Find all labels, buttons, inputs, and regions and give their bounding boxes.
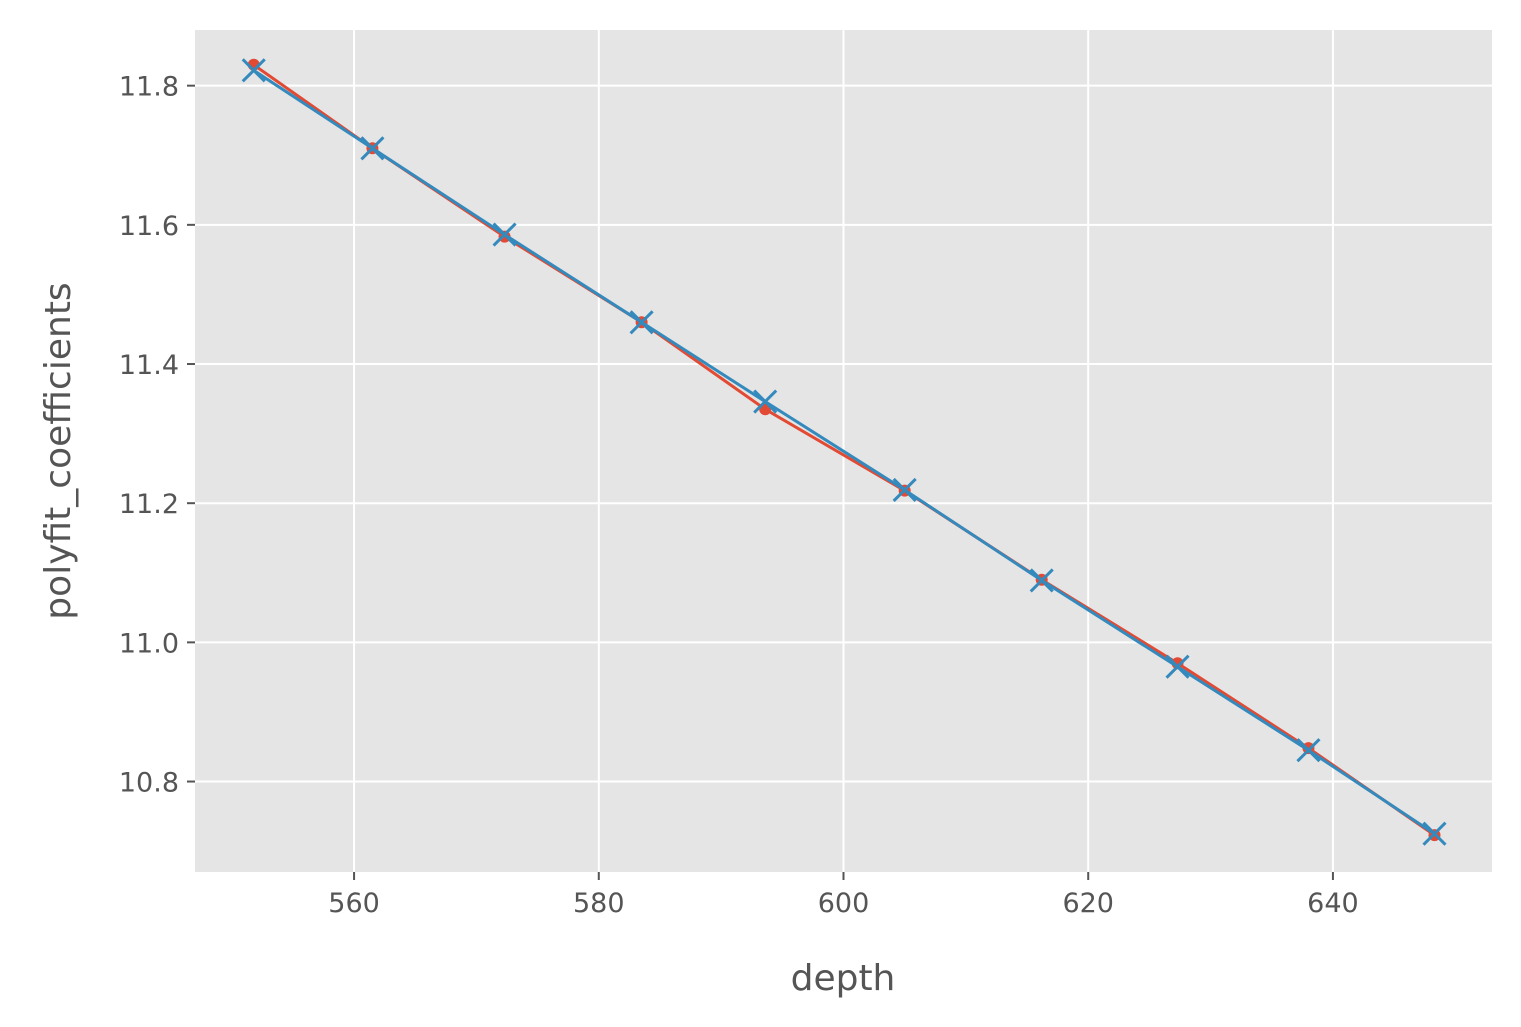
y-tick-label: 11.2 — [119, 489, 179, 520]
series-group — [241, 58, 1447, 846]
y-tick-label: 10.8 — [119, 768, 179, 799]
series-2-point — [1029, 568, 1054, 593]
series-2-point — [1296, 738, 1321, 763]
series-2-point — [753, 389, 778, 414]
x-tick-label: 600 — [818, 888, 870, 919]
series-2-point — [492, 222, 517, 247]
x-axis-label: depth — [791, 958, 896, 999]
y-tick-label: 11.0 — [119, 628, 179, 659]
x-tick-label: 560 — [328, 888, 380, 919]
series-2-point — [629, 310, 654, 335]
ticks: 560 580 600 620 640 10.8 11.0 11.2 11.4 11.6 11.8 — [119, 72, 1359, 919]
series-2-point — [1422, 821, 1447, 846]
series-2-point — [1165, 654, 1190, 679]
y-axis-label: polyfit_coefficients — [38, 282, 79, 619]
x-tick-label: 580 — [573, 888, 625, 919]
x-tick-label: 620 — [1062, 888, 1114, 919]
series-2-point — [892, 477, 917, 503]
y-tick-label: 11.8 — [119, 72, 179, 103]
series-2-line — [252, 69, 1436, 835]
y-tick-label: 11.6 — [119, 211, 179, 242]
series-2-point — [241, 58, 266, 83]
x-tick-label: 640 — [1307, 888, 1359, 919]
series-2-point — [360, 136, 385, 161]
y-tick-label: 11.4 — [119, 350, 179, 381]
